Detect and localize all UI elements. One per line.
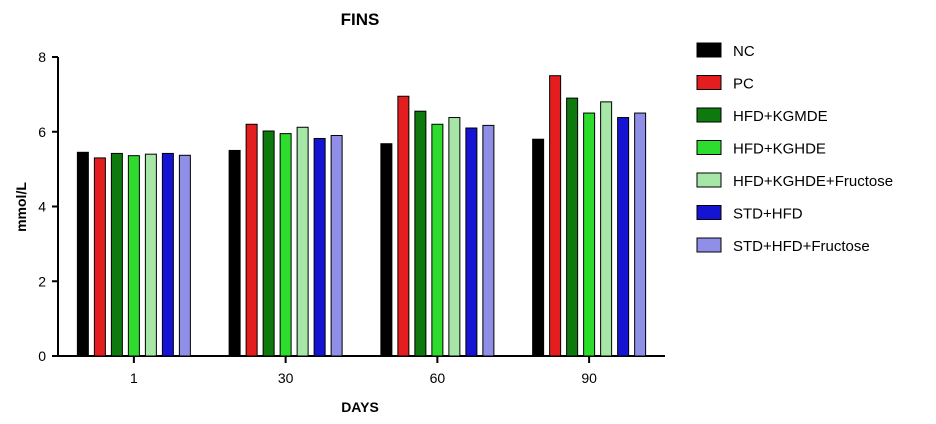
legend-label: STD+HFD+Fructose <box>733 238 870 255</box>
legend-label: HFD+KGHDE <box>733 141 826 158</box>
y-tick-label: 0 <box>38 348 46 364</box>
plot-area: 0 2 4 6 8 1 30 60 90 <box>38 49 665 386</box>
bar <box>279 133 292 357</box>
legend-label: PC <box>733 76 754 93</box>
bar <box>380 143 393 357</box>
bar <box>228 149 241 357</box>
y-tick-label: 6 <box>38 124 46 140</box>
legend-swatch <box>696 205 722 220</box>
bar <box>634 112 647 357</box>
bar <box>431 123 444 357</box>
y-tick-label: 4 <box>38 199 46 215</box>
x-axis-label: DAYS <box>341 399 379 415</box>
y-tick-label: 2 <box>38 273 46 289</box>
bar <box>532 138 545 357</box>
bar <box>397 95 410 357</box>
legend: NC PC HFD+KGMDE HFD+KGHDE HFD+KGHDE+Fructose… <box>696 42 893 255</box>
bar <box>161 152 174 357</box>
bar <box>76 151 89 357</box>
x-tick-label: 90 <box>581 370 597 386</box>
bar <box>245 123 258 357</box>
bar <box>110 152 123 357</box>
bar <box>583 112 596 357</box>
bar <box>482 124 495 357</box>
bar <box>414 110 427 357</box>
legend-label: NC <box>733 43 755 60</box>
bar <box>262 130 275 357</box>
x-tick-label: 1 <box>130 370 138 386</box>
chart-title: FINS <box>341 10 380 29</box>
bar <box>144 153 157 357</box>
legend-swatch <box>696 42 722 58</box>
bar <box>549 75 562 357</box>
legend-swatch <box>696 140 722 155</box>
legend-swatch <box>696 237 722 253</box>
x-tick-label: 60 <box>430 370 446 386</box>
legend-label: HFD+KGMDE <box>733 108 828 125</box>
legend-swatch <box>696 75 722 90</box>
legend-swatch <box>696 107 722 123</box>
legend-label: HFD+KGHDE+Fructose <box>733 173 893 190</box>
bar <box>566 97 579 357</box>
bar <box>600 101 613 357</box>
bar <box>296 126 309 357</box>
y-axis-label: mmol/L <box>13 182 29 232</box>
bar <box>330 134 343 357</box>
y-tick-label: 8 <box>38 49 46 65</box>
bar <box>178 154 191 357</box>
bar <box>448 117 461 357</box>
bar <box>93 157 106 357</box>
bar <box>617 117 630 357</box>
legend-swatch <box>696 172 722 188</box>
bar <box>313 137 326 357</box>
bar <box>127 155 140 357</box>
x-tick-label: 30 <box>278 370 294 386</box>
bar <box>465 127 478 357</box>
legend-label: STD+HFD <box>733 206 803 223</box>
